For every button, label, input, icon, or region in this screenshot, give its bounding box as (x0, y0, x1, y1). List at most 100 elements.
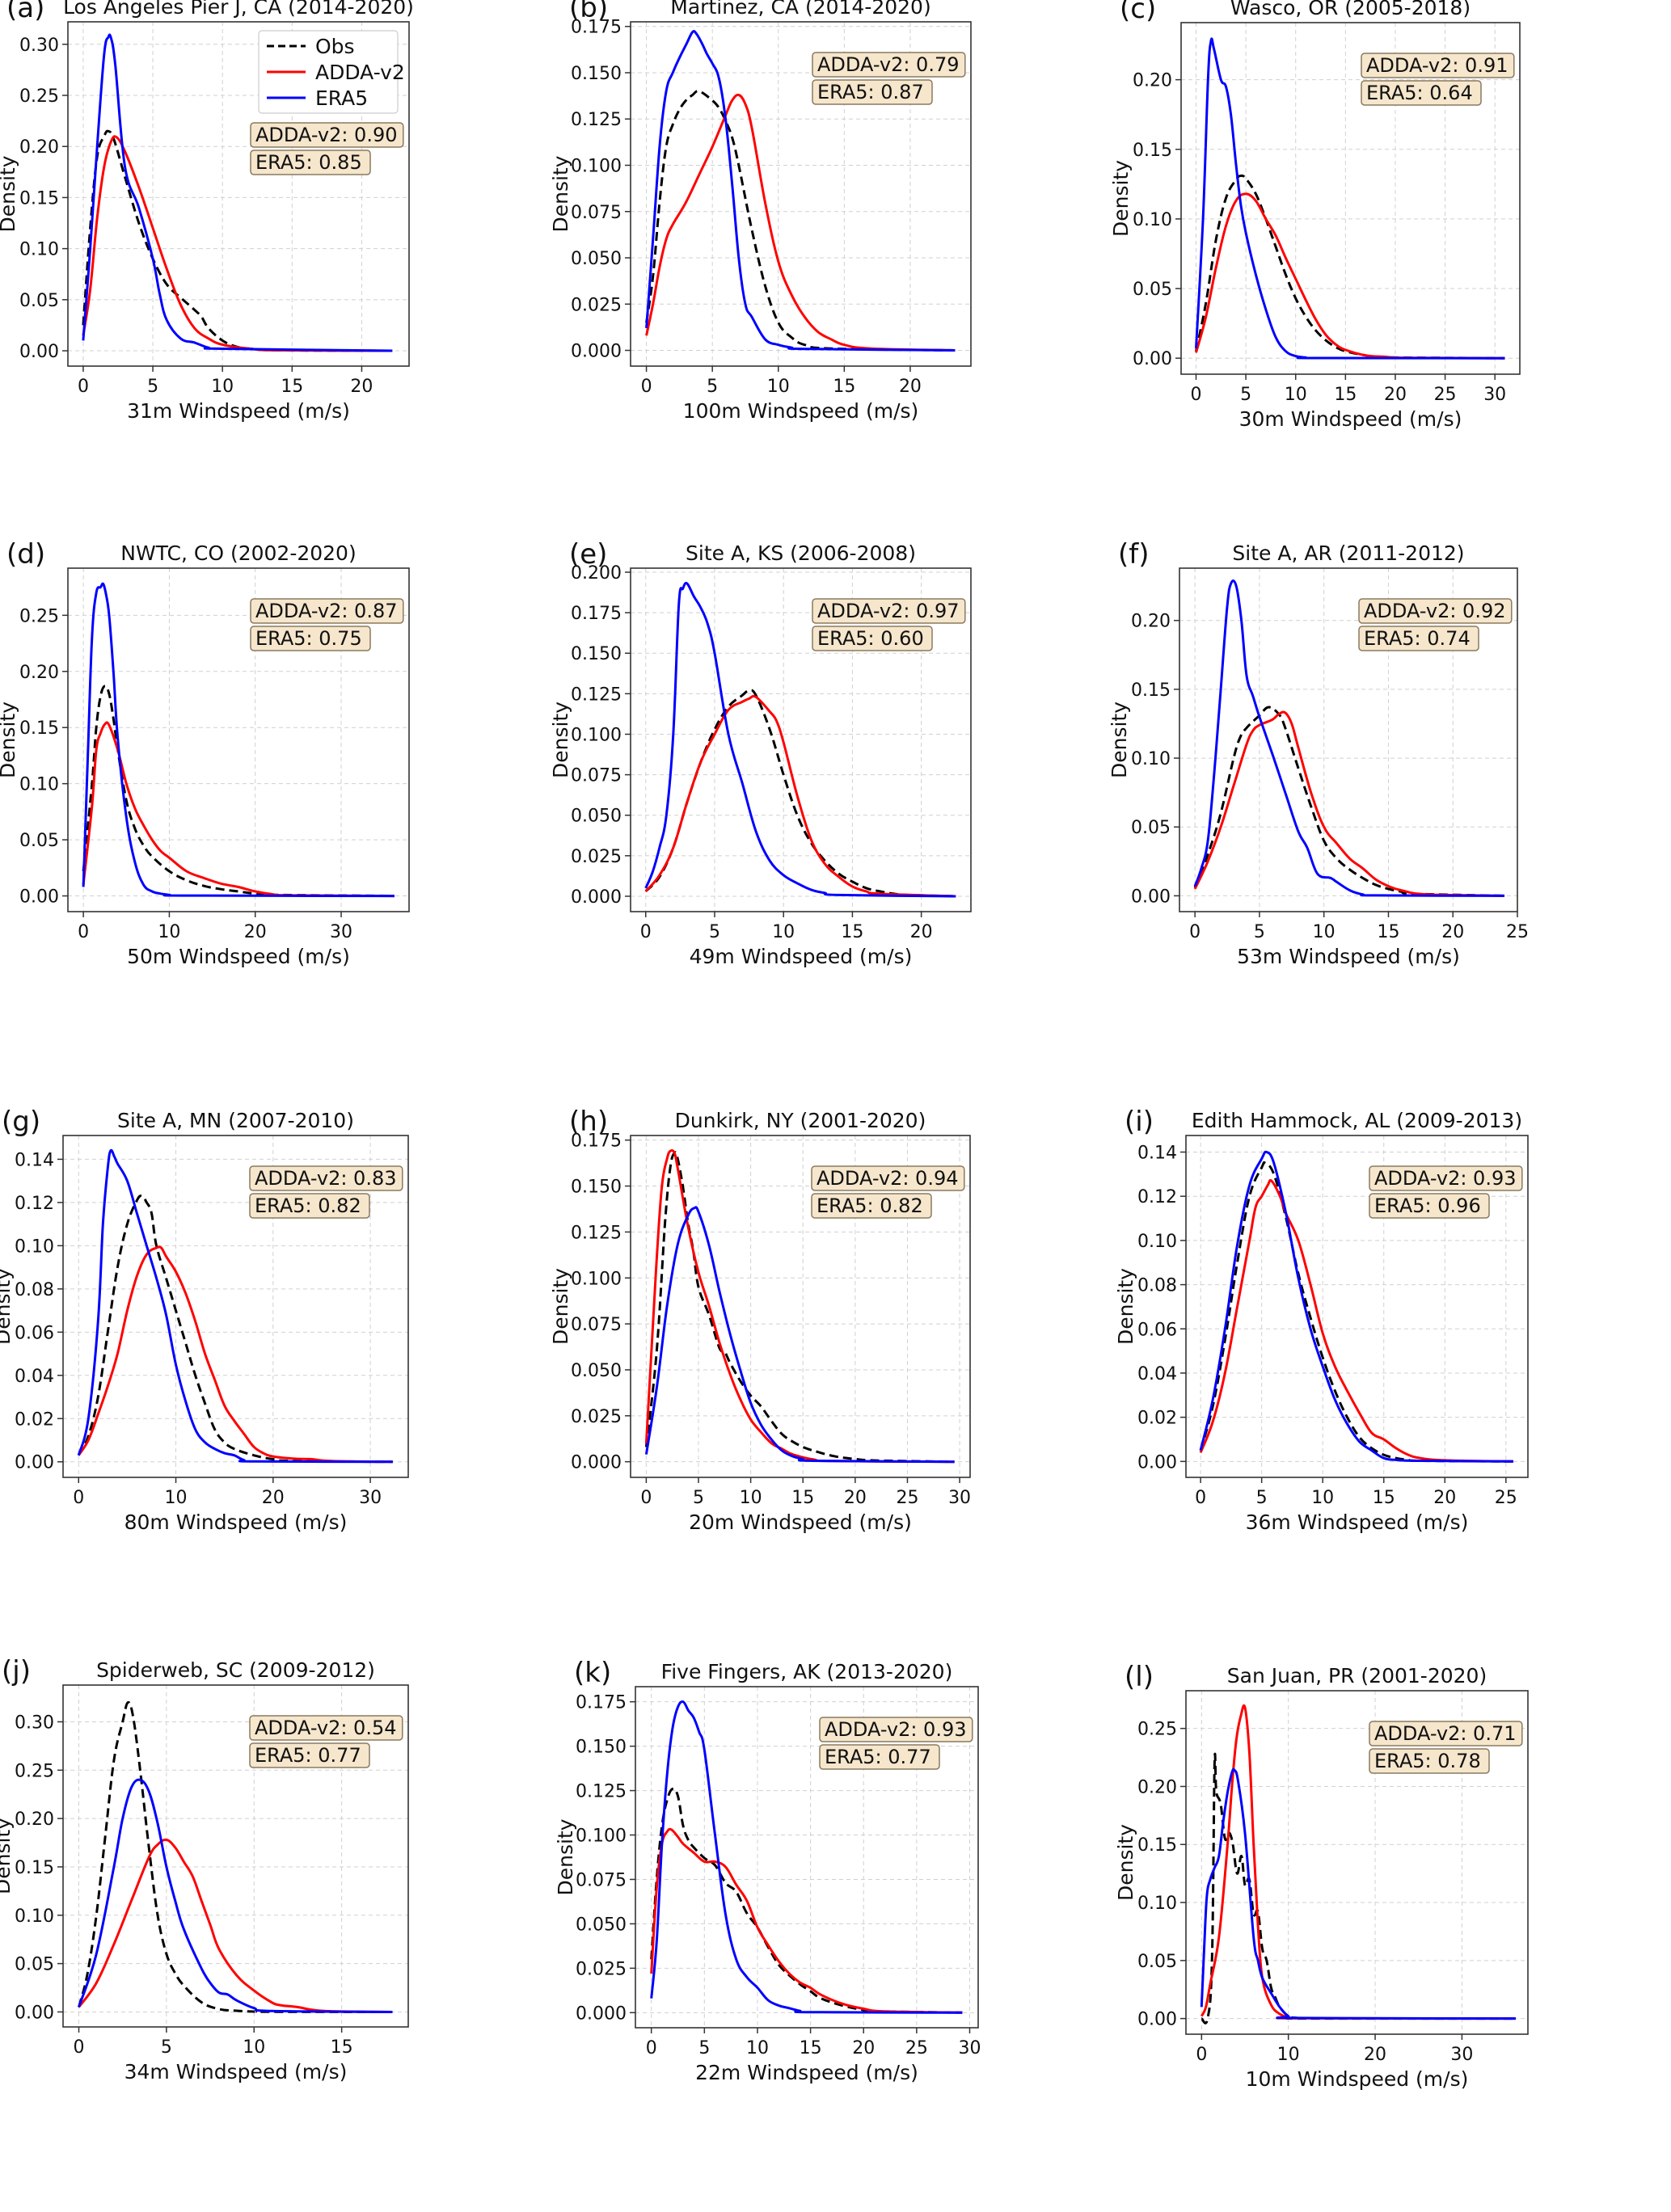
x-tick-label: 20 (262, 1488, 285, 1508)
y-tick-label: 0.20 (1133, 71, 1172, 91)
score-box (1358, 626, 1479, 651)
score-label: ERA5: 0.78 (1374, 1750, 1481, 1772)
score-annotations: ADDA-v2: 0.54 ERA5: 0.77 (249, 1715, 403, 1768)
score-annotations: ADDA-v2: 0.83 ERA5: 0.82 (249, 1165, 403, 1219)
x-tick-label: 5 (1256, 1488, 1268, 1508)
score-box (249, 1742, 370, 1768)
panel-title: Los Angeles Pier J, CA (2014-2020) (63, 0, 414, 19)
x-tick-label: 15 (833, 377, 855, 397)
y-tick-label: 0.05 (1133, 280, 1172, 300)
y-tick-label: 0.075 (576, 1870, 627, 1890)
score-annotations: ADDA-v2: 0.71 ERA5: 0.78 (1369, 1721, 1523, 1774)
plot-frame (630, 567, 972, 912)
y-axis-title: Density (0, 1818, 15, 1894)
score-box (812, 598, 966, 624)
panel-g: 0 10 20 30 0.00 0.02 0.04 0.06 0.08 0.10 0.12 0.14 8… (0, 1106, 409, 1534)
x-tick-label: 0 (1190, 385, 1201, 405)
x-axis-title: 31m Windspeed (m/s) (127, 399, 350, 423)
y-tick-label: 0.00 (1131, 887, 1171, 907)
y-tick-label: 0.05 (19, 291, 59, 311)
y-tick-label: 0.10 (1131, 749, 1171, 769)
x-tick-label: 25 (896, 1488, 918, 1508)
series-line-era5 (1193, 579, 1505, 897)
panel-j: 0 5 10 15 0.00 0.05 0.10 0.15 0.20 0.25 0.30 34m Wi… (0, 1655, 409, 2083)
score-label: ADDA-v2: 0.93 (1374, 1167, 1517, 1190)
series-line-era5 (644, 1206, 955, 1464)
y-tick-label: 0.30 (19, 36, 59, 56)
y-tick-label: 0.050 (576, 1915, 627, 1935)
y-tick-label: 0.10 (19, 775, 59, 795)
x-tick-label: 10 (158, 922, 180, 942)
y-tick-label: 0.10 (19, 240, 59, 260)
panel-title: Site A, AR (2011-2012) (1232, 541, 1464, 565)
x-tick-label: 0 (646, 2038, 657, 2058)
y-axis-title: Density (0, 702, 19, 778)
x-tick-label: 20 (1364, 2045, 1386, 2065)
panel-k: 0 5 10 15 20 25 30 0.000 0.025 0.050 0.075 0.100 0.1… (554, 1657, 981, 2084)
y-axis-title: Density (1114, 1268, 1137, 1345)
x-axis-title: 36m Windspeed (m/s) (1246, 1510, 1469, 1534)
y-tick-label: 0.10 (15, 1907, 54, 1927)
y-tick-label: 0.150 (571, 644, 622, 664)
series-line-adda-v2 (645, 93, 956, 352)
x-tick-label: 5 (161, 2037, 172, 2058)
series-line-adda-v2 (1195, 192, 1505, 360)
score-annotations: ADDA-v2: 0.87 ERA5: 0.75 (250, 598, 404, 651)
x-tick-label: 5 (707, 377, 718, 397)
series-line-era5 (1200, 1767, 1517, 2020)
y-tick-label: 0.30 (15, 1713, 54, 1733)
y-tick-label: 0.25 (1137, 1720, 1177, 1740)
y-tick-label: 0.150 (571, 1178, 622, 1198)
y-tick-label: 0.100 (576, 1826, 627, 1847)
score-box (250, 122, 404, 148)
score-label: ERA5: 0.75 (255, 627, 362, 650)
score-label: ERA5: 0.96 (1374, 1194, 1481, 1217)
y-tick-label: 0.25 (15, 1761, 54, 1781)
y-tick-label: 0.000 (571, 1453, 622, 1473)
x-tick-label: 0 (78, 377, 89, 397)
x-tick-label: 30 (359, 1488, 382, 1508)
plot-frame (630, 21, 972, 367)
score-box (1369, 1721, 1523, 1746)
y-tick-label: 0.25 (19, 86, 59, 107)
y-tick-label: 0.175 (576, 1693, 627, 1713)
x-tick-label: 0 (1196, 2045, 1207, 2065)
y-tick-label: 0.00 (1137, 2010, 1177, 2030)
x-tick-label: 0 (78, 922, 89, 942)
series-line-era5 (82, 582, 395, 898)
y-tick-label: 0.12 (1137, 1187, 1177, 1207)
panel-f: 0 5 10 15 20 25 0.00 0.05 0.10 0.15 0.20 53m Windsp… (1108, 538, 1529, 968)
series-line-adda-v2 (644, 1149, 955, 1464)
y-tick-label: 0.00 (15, 1453, 54, 1473)
score-box (1361, 53, 1515, 78)
score-box (812, 52, 966, 78)
panel-letter: (h) (569, 1106, 608, 1138)
y-tick-label: 0.10 (15, 1237, 54, 1257)
series-line-adda-v2 (78, 1838, 393, 2013)
panel-letter: (j) (2, 1655, 31, 1687)
panel-title: Site A, KS (2006-2008) (686, 541, 916, 565)
score-label: ERA5: 0.85 (255, 151, 362, 174)
plot-frame (1185, 1690, 1529, 2035)
panel-letter: (a) (6, 0, 44, 24)
series-line-obs (644, 689, 956, 898)
plot-frame (62, 1684, 409, 2028)
legend-label: ADDA-v2 (315, 61, 405, 84)
legend-box (258, 30, 399, 114)
panel-h: 0 5 10 15 20 25 30 0.000 0.025 0.050 0.075 0.100 0.1… (549, 1106, 971, 1534)
series-line-adda-v2 (77, 1245, 393, 1464)
grid (1181, 23, 1520, 374)
x-tick-label: 30 (1450, 2045, 1473, 2065)
panel-letter: (g) (2, 1106, 40, 1138)
x-tick-label: 10 (243, 2037, 265, 2058)
x-tick-label: 30 (948, 1488, 971, 1508)
y-tick-label: 0.02 (1137, 1409, 1177, 1429)
y-tick-label: 0.15 (1137, 1835, 1177, 1856)
score-label: ERA5: 0.77 (255, 1744, 361, 1767)
y-tick-label: 0.100 (571, 1269, 622, 1289)
x-tick-label: 15 (791, 1488, 814, 1508)
y-tick-label: 0.05 (15, 1955, 54, 1975)
panel-title: Martinez, CA (2014-2020) (670, 0, 930, 19)
y-tick-label: 0.175 (571, 1131, 622, 1152)
